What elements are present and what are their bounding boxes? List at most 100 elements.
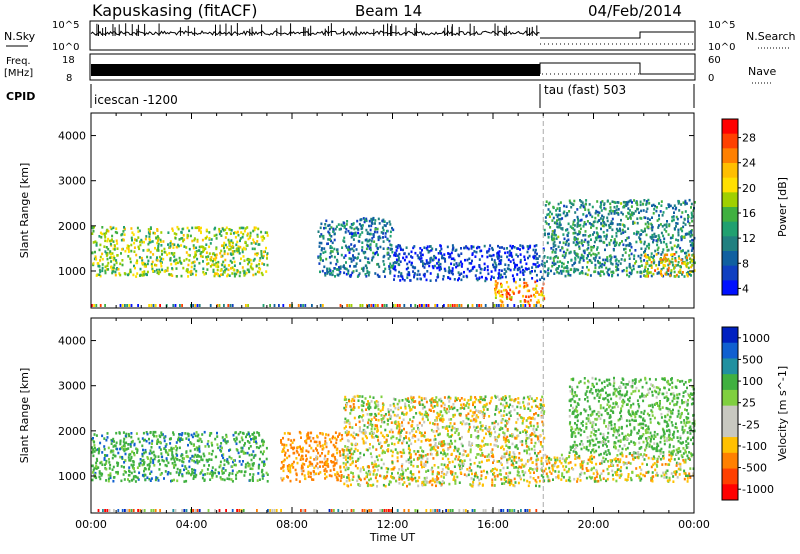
data-cell <box>307 450 310 454</box>
data-cell <box>598 235 601 238</box>
data-cell <box>326 458 329 461</box>
data-cell <box>370 239 373 243</box>
data-cell <box>252 450 255 453</box>
data-cell <box>624 230 627 233</box>
data-cell <box>524 267 527 270</box>
data-cell <box>353 227 356 231</box>
data-cell <box>342 461 345 465</box>
data-cell <box>508 483 511 487</box>
data-cell <box>432 430 435 433</box>
data-cell <box>171 274 174 277</box>
data-cell <box>151 442 153 445</box>
data-cell <box>617 263 620 267</box>
data-cell <box>380 414 383 417</box>
data-cell <box>432 266 435 270</box>
data-cell <box>621 254 624 257</box>
data-cell <box>147 457 149 460</box>
data-cell <box>533 293 535 297</box>
data-cell <box>586 254 589 257</box>
data-cell <box>151 265 154 268</box>
data-cell <box>115 259 118 262</box>
data-cell <box>206 442 209 446</box>
data-cell <box>378 442 381 446</box>
data-cell <box>376 227 379 231</box>
data-cell <box>320 222 323 226</box>
data-cell <box>553 230 556 234</box>
data-cell <box>330 250 333 253</box>
data-cell <box>154 263 156 267</box>
data-cell <box>231 261 233 264</box>
data-cell <box>193 264 196 268</box>
data-cell <box>605 237 608 241</box>
data-cell <box>437 413 440 416</box>
data-cell <box>506 255 509 259</box>
data-cell <box>522 268 524 272</box>
data-cell <box>383 475 386 478</box>
data-cell <box>111 439 114 443</box>
data-cell <box>233 463 236 467</box>
data-cell <box>505 439 507 442</box>
data-cell <box>185 471 188 475</box>
data-cell <box>292 466 295 469</box>
data-cell <box>196 434 199 438</box>
data-cell <box>612 271 615 274</box>
data-cell <box>95 434 98 437</box>
data-cell <box>397 256 400 259</box>
data-cell <box>530 294 533 298</box>
data-cell <box>350 243 353 246</box>
data-cell <box>242 460 244 463</box>
data-cell <box>681 249 684 252</box>
data-cell <box>507 292 510 295</box>
data-cell <box>262 235 265 238</box>
data-cell <box>671 236 674 239</box>
data-cell <box>404 407 407 410</box>
data-cell <box>657 226 660 229</box>
data-cell <box>159 473 162 476</box>
data-cell <box>529 246 531 249</box>
data-cell <box>346 460 349 464</box>
data-cell <box>105 467 108 471</box>
data-cell <box>506 251 509 254</box>
data-cell <box>518 267 521 271</box>
data-cell <box>141 452 144 456</box>
data-cell <box>116 461 119 465</box>
data-cell <box>653 207 656 211</box>
data-cell <box>193 237 196 240</box>
data-cell <box>91 232 94 235</box>
data-cell <box>280 439 282 442</box>
data-cell <box>407 476 410 480</box>
data-cell <box>361 249 364 252</box>
data-cell <box>450 435 452 438</box>
data-cell <box>615 268 618 272</box>
data-cell <box>430 249 433 252</box>
data-cell <box>384 232 387 235</box>
data-cell <box>123 227 126 230</box>
data-cell <box>300 456 303 459</box>
data-cell <box>350 260 353 263</box>
data-cell <box>245 435 247 439</box>
data-cell <box>592 224 595 228</box>
data-cell <box>479 444 482 448</box>
data-cell <box>246 268 249 272</box>
data-cell <box>187 470 190 473</box>
data-cell <box>338 474 341 478</box>
data-cell <box>153 464 156 467</box>
data-cell <box>598 211 601 214</box>
data-cell <box>342 265 345 268</box>
data-cell <box>499 299 502 302</box>
data-cell <box>500 414 503 418</box>
data-cell <box>232 232 235 235</box>
scatter-feature <box>392 244 546 283</box>
data-cell <box>181 304 183 307</box>
data-cell <box>112 258 115 262</box>
data-cell <box>670 270 673 274</box>
data-cell <box>215 475 218 478</box>
data-cell <box>150 304 153 307</box>
data-cell <box>242 255 245 258</box>
data-cell <box>266 254 268 257</box>
station-title: Kapuskasing (fitACF) <box>92 1 257 20</box>
data-cell <box>514 265 517 269</box>
data-cell <box>671 263 674 267</box>
data-cell <box>148 441 151 445</box>
data-cell <box>505 472 508 475</box>
